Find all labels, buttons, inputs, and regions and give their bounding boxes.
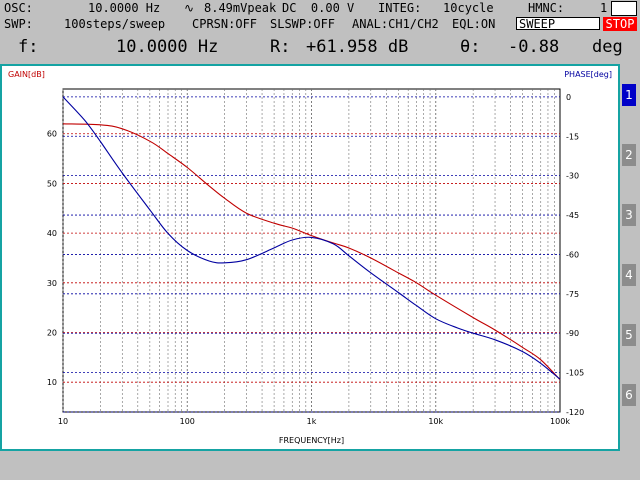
- sweep-label: SWP:: [4, 17, 33, 31]
- phase-label: θ:: [460, 37, 481, 57]
- gain-label: R:: [270, 37, 291, 57]
- harmonic-field[interactable]: [611, 1, 637, 16]
- trace-tab-2[interactable]: 2: [622, 144, 636, 166]
- frequency-tick-label: 1k: [307, 417, 317, 426]
- phase-tick-label: -15: [566, 132, 579, 141]
- frequency-readout: 10.0000 Hz: [116, 37, 219, 57]
- osc-amplitude: 8.49mVpeak: [204, 1, 277, 15]
- gain-series-line: [62, 123, 561, 381]
- gain-axis-title: GAIN[dB]: [8, 70, 45, 79]
- phase-axis-title: PHASE[deg]: [564, 70, 612, 79]
- gain-tick-label: 60: [47, 130, 57, 139]
- harmonic-value: 1: [600, 1, 608, 15]
- osc-label: OSC:: [4, 1, 33, 15]
- equalizer-setting: EQL:ON: [452, 17, 496, 31]
- gain-tick-label: 50: [47, 179, 57, 188]
- gain-tick-label: 40: [47, 229, 57, 238]
- phase-tick-label: -90: [566, 329, 579, 338]
- sine-wave-icon: ∿: [184, 1, 195, 15]
- frequency-axis-title: FREQUENCY[Hz]: [279, 436, 344, 445]
- frequency-tick-label: 100: [180, 417, 195, 426]
- trace-tab-5[interactable]: 5: [622, 324, 636, 346]
- phase-tick-label: 0: [566, 93, 571, 102]
- phase-tick-label: -60: [566, 250, 579, 259]
- frequency-tick-label: 100k: [550, 417, 570, 426]
- trace-tab-6[interactable]: 6: [622, 384, 636, 406]
- osc-frequency: 10.0000 Hz: [88, 1, 161, 15]
- stop-button[interactable]: STOP: [603, 17, 637, 31]
- gain-readout: +61.958 dB: [306, 37, 409, 57]
- frequency-tick-label: 10k: [428, 417, 443, 426]
- slow-sweep-setting: SLSWP:OFF: [270, 17, 336, 31]
- phase-tick-label: -30: [566, 172, 579, 181]
- compression-setting: CPRSN:OFF: [192, 17, 258, 31]
- gain-tick-label: 10: [47, 378, 57, 387]
- phase-unit: deg: [592, 37, 623, 57]
- status-row-sweep: SWP: 100steps/sweep CPRSN:OFF SLSWP:OFF …: [0, 16, 640, 32]
- gain-tick-label: 30: [47, 279, 57, 288]
- trace-tab-3[interactable]: 3: [622, 204, 636, 226]
- phase-series-line: [62, 96, 561, 380]
- sweep-button[interactable]: SWEEP: [516, 17, 600, 31]
- phase-tick-label: -45: [566, 211, 579, 220]
- phase-readout: -0.88: [508, 37, 560, 57]
- trace-tab-1[interactable]: 1: [622, 84, 636, 106]
- status-row-osc: OSC: 10.0000 Hz ∿ 8.49mVpeak DC 0.00 V I…: [0, 0, 640, 16]
- gain-tick-label: 20: [47, 328, 57, 337]
- phase-tick-label: -105: [566, 369, 584, 378]
- osc-dc-offset: DC 0.00 V: [282, 1, 355, 15]
- analysis-setting: ANAL:CH1/CH2: [352, 17, 439, 31]
- trace-tab-4[interactable]: 4: [622, 264, 636, 286]
- bode-plot[interactable]: 1020304050600-15-30-45-60-75-90-105-1201…: [0, 64, 620, 451]
- frequency-label: f:: [18, 37, 39, 57]
- sweep-steps: 100steps/sweep: [64, 17, 166, 31]
- harmonic-label: HMNC:: [528, 1, 565, 15]
- integration-setting: INTEG: 10cycle: [378, 1, 494, 15]
- frequency-tick-label: 10: [58, 417, 68, 426]
- phase-tick-label: -120: [566, 408, 584, 417]
- phase-tick-label: -75: [566, 290, 579, 299]
